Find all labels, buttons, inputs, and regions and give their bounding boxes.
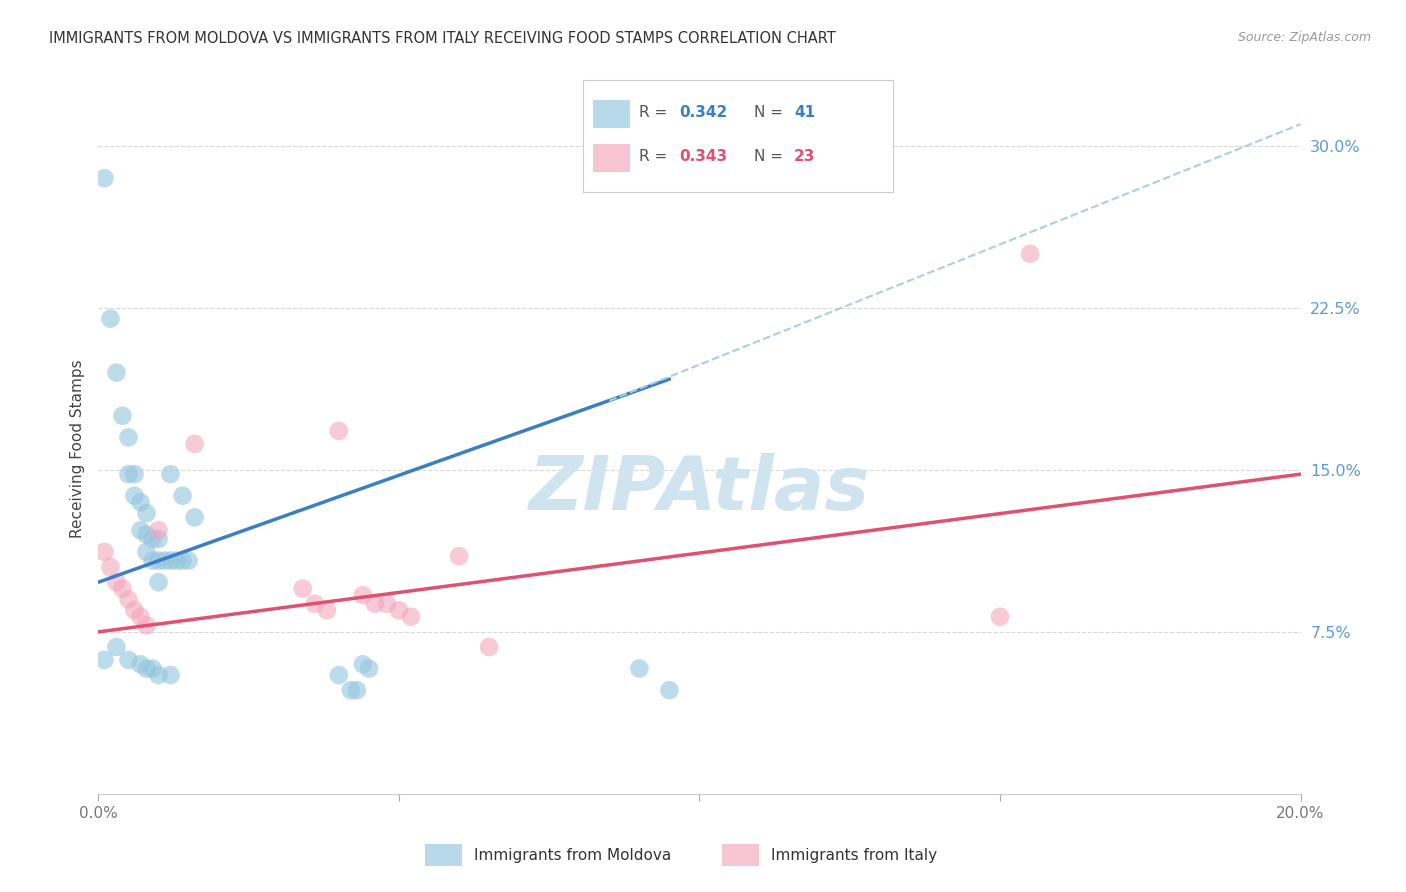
Point: [364, 597, 387, 611]
Point: [172, 489, 194, 503]
Point: [352, 588, 374, 602]
Point: [148, 575, 170, 590]
Point: [159, 553, 181, 567]
Point: [111, 582, 134, 596]
Point: [304, 597, 326, 611]
Point: [93, 653, 115, 667]
Point: [399, 609, 422, 624]
Point: [352, 657, 374, 672]
Text: IMMIGRANTS FROM MOLDOVA VS IMMIGRANTS FROM ITALY RECEIVING FOOD STAMPS CORRELATI: IMMIGRANTS FROM MOLDOVA VS IMMIGRANTS FR…: [49, 31, 837, 46]
Point: [129, 524, 152, 538]
Point: [124, 467, 146, 482]
Point: [388, 603, 411, 617]
Point: [159, 668, 181, 682]
Point: [100, 311, 122, 326]
Bar: [593, 145, 630, 172]
Point: [478, 640, 501, 654]
Point: [124, 489, 146, 503]
Point: [135, 662, 157, 676]
Point: [129, 495, 152, 509]
Point: [135, 545, 157, 559]
Point: [135, 506, 157, 520]
Point: [93, 171, 115, 186]
Point: [183, 437, 205, 451]
Point: [447, 549, 470, 564]
Point: [124, 603, 146, 617]
Point: [148, 532, 170, 546]
Point: [315, 603, 337, 617]
Point: [111, 409, 134, 423]
Text: Source: ZipAtlas.com: Source: ZipAtlas.com: [1237, 31, 1371, 45]
Point: [375, 597, 398, 611]
Point: [988, 609, 1011, 624]
Y-axis label: Receiving Food Stamps: Receiving Food Stamps: [69, 359, 84, 538]
Point: [658, 683, 681, 698]
Bar: [721, 844, 759, 866]
Point: [346, 683, 368, 698]
Point: [291, 582, 314, 596]
Point: [183, 510, 205, 524]
Text: 0.342: 0.342: [679, 105, 728, 120]
Point: [141, 553, 163, 567]
Point: [153, 553, 176, 567]
Point: [340, 683, 363, 698]
Point: [135, 527, 157, 541]
Point: [141, 662, 163, 676]
Text: 0.343: 0.343: [679, 150, 727, 164]
Point: [129, 609, 152, 624]
Bar: [425, 844, 461, 866]
Text: Immigrants from Italy: Immigrants from Italy: [770, 847, 938, 863]
Point: [177, 553, 200, 567]
Point: [357, 662, 380, 676]
Text: Immigrants from Moldova: Immigrants from Moldova: [474, 847, 671, 863]
Text: R =: R =: [640, 105, 668, 120]
Point: [148, 553, 170, 567]
Point: [166, 553, 188, 567]
Point: [172, 553, 194, 567]
Point: [117, 592, 139, 607]
Point: [100, 560, 122, 574]
Point: [129, 657, 152, 672]
Point: [117, 430, 139, 444]
Point: [117, 653, 139, 667]
Text: N =: N =: [754, 150, 783, 164]
Point: [135, 618, 157, 632]
Text: N =: N =: [754, 105, 783, 120]
Bar: [593, 100, 630, 128]
Point: [141, 532, 163, 546]
Point: [93, 545, 115, 559]
Text: R =: R =: [640, 150, 668, 164]
Point: [105, 575, 128, 590]
Point: [105, 366, 128, 380]
Point: [117, 467, 139, 482]
Text: 41: 41: [794, 105, 815, 120]
Point: [105, 640, 128, 654]
Text: ZIPAtlas: ZIPAtlas: [529, 453, 870, 526]
Point: [1019, 247, 1042, 261]
Text: 23: 23: [794, 150, 815, 164]
Point: [159, 467, 181, 482]
Point: [328, 424, 350, 438]
Point: [148, 668, 170, 682]
Point: [328, 668, 350, 682]
Point: [148, 524, 170, 538]
Point: [628, 662, 651, 676]
